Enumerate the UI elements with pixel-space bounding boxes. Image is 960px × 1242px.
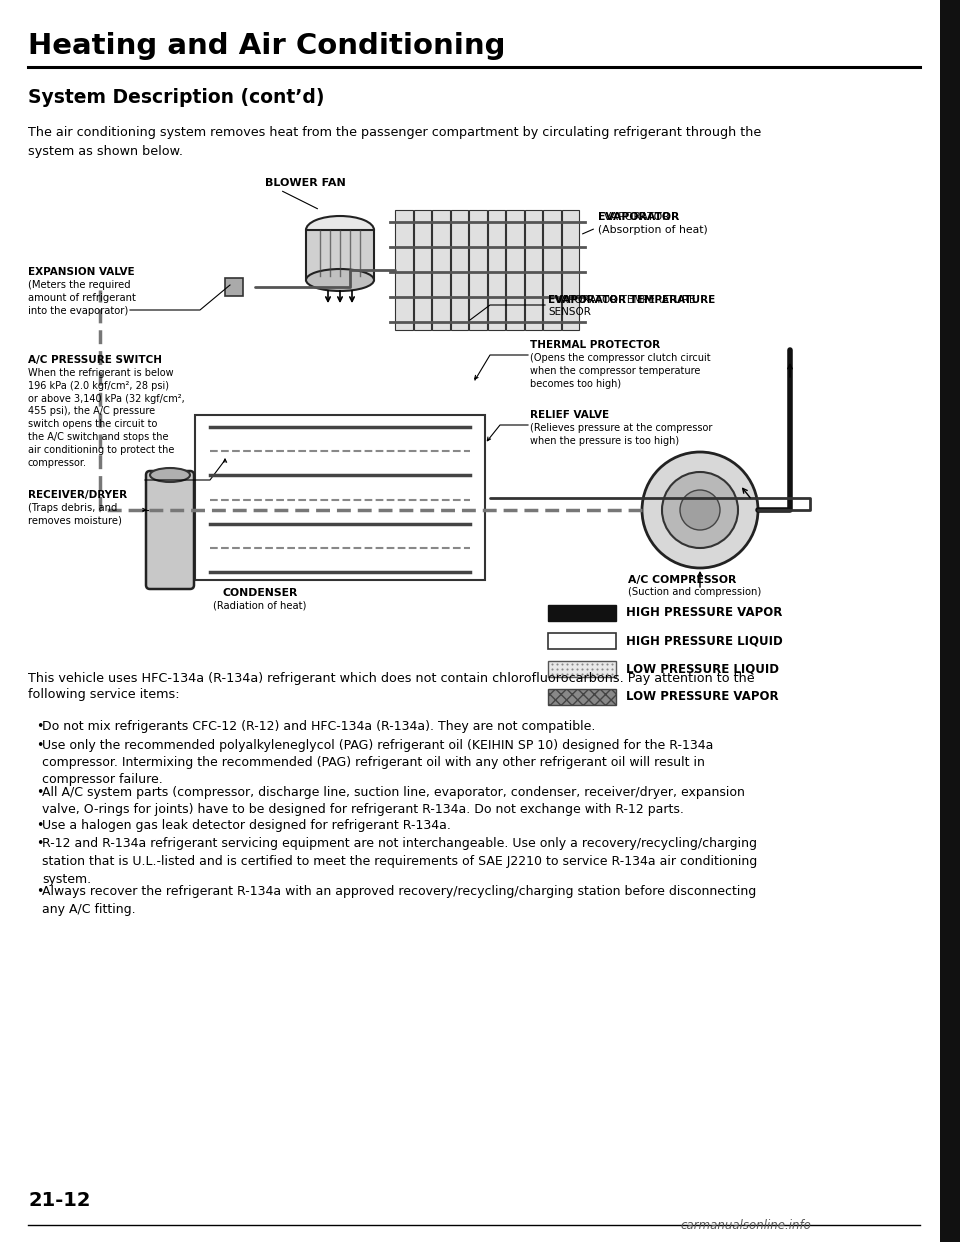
Text: EVAPORATOR
(Absorption of heat): EVAPORATOR (Absorption of heat) <box>598 212 708 235</box>
Circle shape <box>680 491 720 530</box>
Text: THERMAL PROTECTOR: THERMAL PROTECTOR <box>530 340 660 350</box>
Text: LOW PRESSURE VAPOR: LOW PRESSURE VAPOR <box>626 691 779 703</box>
Ellipse shape <box>150 468 190 482</box>
Bar <box>432 210 449 330</box>
Text: Heating and Air Conditioning: Heating and Air Conditioning <box>28 32 506 60</box>
Text: (Relieves pressure at the compressor
when the pressure is too high): (Relieves pressure at the compressor whe… <box>530 424 712 446</box>
Text: HIGH PRESSURE LIQUID: HIGH PRESSURE LIQUID <box>626 635 782 647</box>
Circle shape <box>662 472 738 548</box>
Text: R-12 and R-134a refrigerant servicing equipment are not interchangeable. Use onl: R-12 and R-134a refrigerant servicing eq… <box>42 837 757 886</box>
Bar <box>306 230 374 279</box>
Text: EXPANSION VALVE: EXPANSION VALVE <box>28 267 134 277</box>
Text: •: • <box>36 786 43 799</box>
Bar <box>548 689 616 705</box>
Bar <box>414 210 431 330</box>
Bar <box>506 210 523 330</box>
Text: 21-12: 21-12 <box>28 1191 90 1210</box>
Circle shape <box>642 452 758 568</box>
Text: (Traps debris, and
removes moisture): (Traps debris, and removes moisture) <box>28 503 122 525</box>
Bar <box>942 78 957 118</box>
Text: System Description (cont’d): System Description (cont’d) <box>28 88 324 107</box>
Bar <box>548 605 616 621</box>
Bar <box>195 415 485 580</box>
Text: EVAPORATOR TEMPERATURE: EVAPORATOR TEMPERATURE <box>548 296 715 306</box>
Text: A/C PRESSURE SWITCH: A/C PRESSURE SWITCH <box>28 355 162 365</box>
Text: The air conditioning system removes heat from the passenger compartment by circu: The air conditioning system removes heat… <box>28 125 761 158</box>
Text: Do not mix refrigerants CFC-12 (R-12) and HFC-134a (R-134a). They are not compat: Do not mix refrigerants CFC-12 (R-12) an… <box>42 720 595 733</box>
Text: •: • <box>36 886 43 898</box>
Text: (Suction and compression): (Suction and compression) <box>628 587 761 597</box>
Text: BLOWER FAN: BLOWER FAN <box>265 178 346 188</box>
Bar <box>548 661 616 677</box>
Text: •: • <box>36 837 43 851</box>
Text: RECEIVER/DRYER: RECEIVER/DRYER <box>28 491 127 501</box>
FancyBboxPatch shape <box>146 471 194 589</box>
Text: (Meters the required
amount of refrigerant
into the evaporator): (Meters the required amount of refrigera… <box>28 279 136 315</box>
Bar <box>562 210 579 330</box>
Text: RELIEF VALVE: RELIEF VALVE <box>530 410 610 420</box>
Text: EVAPORATOR TEMPERATURE
SENSOR: EVAPORATOR TEMPERATURE SENSOR <box>548 296 695 318</box>
Ellipse shape <box>306 216 374 243</box>
Text: •: • <box>36 739 43 751</box>
Bar <box>543 210 561 330</box>
Text: Use a halogen gas leak detector designed for refrigerant R-134a.: Use a halogen gas leak detector designed… <box>42 818 451 832</box>
Text: Use only the recommended polyalkyleneglycol (PAG) refrigerant oil (KEIHIN SP 10): Use only the recommended polyalkylenegly… <box>42 739 713 786</box>
Bar <box>548 633 616 650</box>
Text: CONDENSER: CONDENSER <box>223 587 298 597</box>
Text: •: • <box>36 818 43 832</box>
Bar <box>469 210 487 330</box>
Text: (Opens the compressor clutch circuit
when the compressor temperature
becomes too: (Opens the compressor clutch circuit whe… <box>530 353 710 389</box>
Text: carmanualsonline.info: carmanualsonline.info <box>680 1218 811 1232</box>
Text: This vehicle uses HFC-134a (R-134a) refrigerant which does not contain chloroflu: This vehicle uses HFC-134a (R-134a) refr… <box>28 672 755 686</box>
Ellipse shape <box>306 270 374 291</box>
Bar <box>488 210 505 330</box>
Bar <box>940 0 960 1242</box>
Bar <box>524 210 542 330</box>
Bar <box>942 78 960 118</box>
Text: All A/C system parts (compressor, discharge line, suction line, evaporator, cond: All A/C system parts (compressor, discha… <box>42 786 745 816</box>
Bar <box>450 210 468 330</box>
Text: A/C COMPRESSOR: A/C COMPRESSOR <box>628 575 736 585</box>
Text: When the refrigerant is below
196 kPa (2.0 kgf/cm², 28 psi)
or above 3,140 kPa (: When the refrigerant is below 196 kPa (2… <box>28 368 184 467</box>
Text: •: • <box>36 720 43 733</box>
Text: Always recover the refrigerant R-134a with an approved recovery/recycling/chargi: Always recover the refrigerant R-134a wi… <box>42 886 756 915</box>
Text: (Radiation of heat): (Radiation of heat) <box>213 600 306 610</box>
Text: LOW PRESSURE LIQUID: LOW PRESSURE LIQUID <box>626 662 779 676</box>
Text: EVAPORATOR: EVAPORATOR <box>598 212 680 222</box>
Text: HIGH PRESSURE VAPOR: HIGH PRESSURE VAPOR <box>626 606 782 620</box>
Bar <box>395 210 413 330</box>
Text: following service items:: following service items: <box>28 688 180 700</box>
Bar <box>225 278 243 296</box>
Bar <box>940 550 960 630</box>
